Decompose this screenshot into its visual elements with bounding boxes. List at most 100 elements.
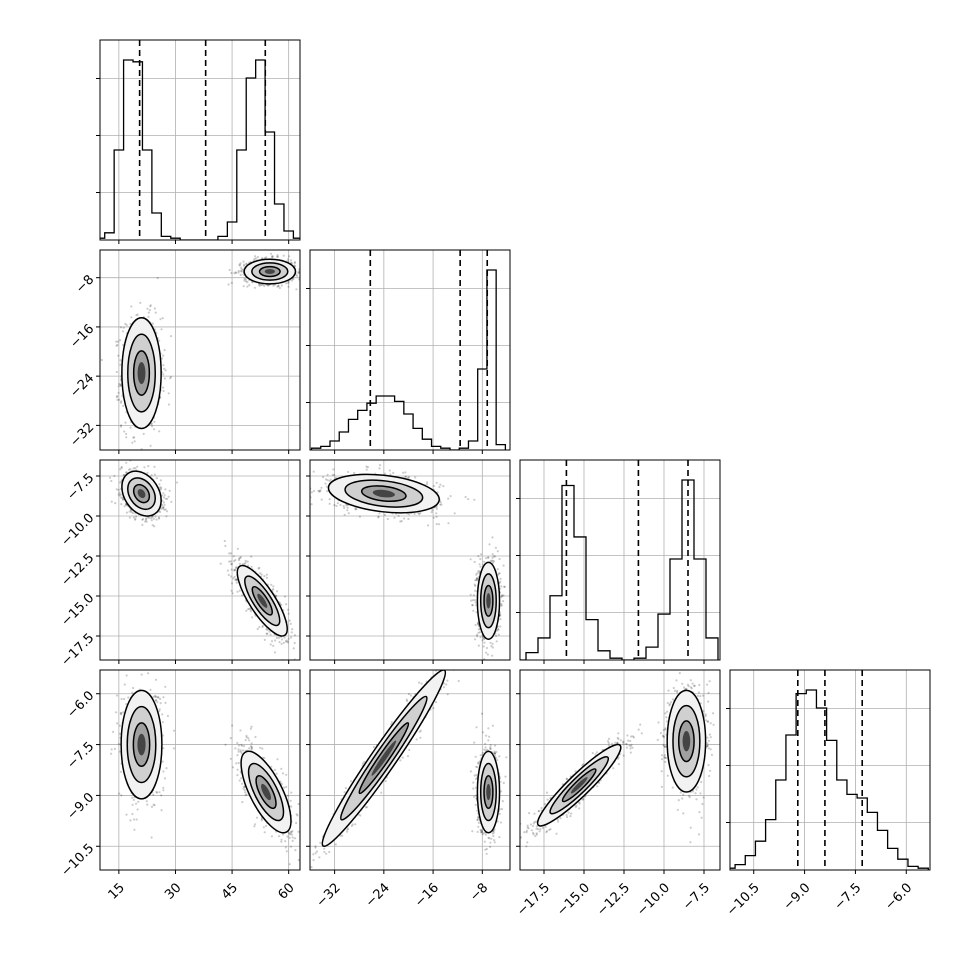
scatter-point (122, 404, 125, 407)
scatter-point (407, 517, 410, 521)
scatter-point (228, 552, 231, 555)
scatter-point (470, 599, 473, 602)
scatter-point (151, 425, 154, 428)
scatter-point (447, 522, 450, 525)
scatter-point (162, 506, 165, 509)
scatter-point (439, 483, 442, 486)
scatter-point (132, 467, 135, 470)
scatter-point (298, 481, 300, 483)
scatter-point (234, 578, 237, 581)
scatter-point (159, 318, 162, 321)
scatter-point (243, 277, 246, 280)
scatter-point (479, 557, 482, 561)
scatter-point (447, 497, 450, 500)
scatter-point (164, 369, 167, 372)
scatter-point (404, 475, 407, 478)
scatter-point (287, 280, 290, 283)
scatter-point (326, 479, 329, 482)
scatter-point (230, 575, 233, 578)
scatter-point (170, 500, 173, 503)
scatter-point (497, 633, 500, 636)
scatter-point (168, 489, 171, 492)
scatter-point (265, 628, 268, 631)
scatter-point (237, 271, 240, 274)
scatter-point (280, 638, 284, 641)
scatter-point (283, 496, 285, 498)
scatter-point (319, 489, 322, 492)
scatter-point (332, 468, 335, 471)
scatter-point (163, 377, 166, 380)
scatter-point (292, 647, 295, 650)
scatter-point (235, 271, 238, 274)
scatter-point (153, 525, 156, 528)
scatter-point (432, 516, 435, 519)
scatter-point (150, 422, 154, 425)
scatter-point (253, 286, 256, 289)
scatter-point (285, 282, 288, 285)
scatter-point (144, 520, 147, 523)
scatter-point (318, 490, 321, 493)
scatter-point (116, 343, 119, 347)
scatter-point (439, 501, 442, 504)
scatter-point (119, 359, 122, 362)
scatter-point (167, 495, 170, 498)
scatter-point (388, 469, 391, 472)
scatter-point (151, 524, 154, 527)
scatter-point (131, 511, 134, 515)
scatter-point (383, 513, 386, 517)
scatter-point (235, 567, 238, 570)
scatter-point (485, 557, 488, 560)
scatter-point (275, 590, 279, 593)
scatter-point (286, 641, 289, 644)
scatter-point (378, 464, 382, 467)
scatter-point (435, 507, 438, 510)
scatter-point (230, 281, 233, 284)
scatter-point (322, 476, 325, 479)
scatter-point (243, 263, 246, 266)
scatter-point (234, 569, 237, 572)
scatter-point (245, 280, 248, 283)
scatter-point (286, 640, 289, 643)
scatter-point (115, 488, 118, 491)
scatter-point (161, 503, 164, 507)
scatter-point (144, 518, 148, 521)
scatter-point (347, 512, 350, 515)
panel-frame (99, 39, 301, 241)
scatter-point (276, 255, 279, 258)
scatter-point (289, 259, 292, 262)
scatter-point (272, 644, 275, 648)
scatter-point (476, 577, 479, 581)
scatter-point (477, 555, 480, 558)
scatter-point (159, 510, 162, 514)
scatter-point (162, 501, 165, 504)
scatter-point (161, 317, 164, 320)
scatter-point (230, 582, 234, 585)
scatter-point (150, 519, 153, 522)
scatter-point (331, 473, 334, 476)
density-peak (137, 362, 146, 385)
scatter-point (247, 564, 250, 567)
scatter-point (121, 497, 124, 500)
scatter-point (248, 284, 251, 287)
scatter-point (244, 561, 247, 564)
scatter-point (256, 627, 259, 631)
scatter-point (397, 514, 400, 518)
scatter-point (119, 384, 122, 388)
scatter-point (320, 498, 323, 501)
scatter-point (235, 578, 238, 581)
scatter-point (244, 559, 247, 563)
scatter-point (120, 465, 123, 469)
scatter-point (118, 491, 121, 494)
scatter-point (282, 254, 285, 257)
scatter-point (295, 288, 298, 291)
scatter-point (238, 562, 241, 566)
scatter-point (117, 488, 120, 491)
scatter-point (128, 510, 131, 513)
y-tick-label: −12.5 (59, 551, 98, 590)
scatter-point (147, 516, 150, 519)
scatter-point (486, 653, 489, 656)
scatter-point (162, 373, 165, 376)
scatter-point (154, 455, 156, 457)
scatter-point (119, 326, 122, 329)
scatter-point (413, 512, 416, 516)
